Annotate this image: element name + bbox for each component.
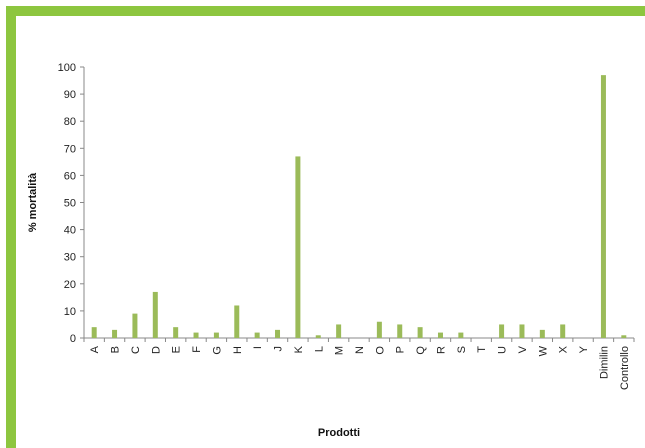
frame-left-border: [6, 6, 16, 448]
x-tick-label: I: [252, 346, 264, 349]
bar: [600, 75, 606, 338]
x-tick-label: B: [110, 346, 122, 353]
bar: [336, 324, 342, 338]
bar: [91, 327, 97, 338]
x-tick-label: N: [354, 346, 366, 354]
x-tick-label: L: [313, 346, 325, 352]
x-tick-label: J: [273, 346, 285, 352]
bar: [112, 329, 118, 338]
x-tick-label: C: [130, 346, 142, 354]
y-tick-label: 50: [64, 198, 76, 210]
x-tick-label: S: [456, 346, 468, 353]
bar: [234, 305, 240, 338]
x-tick-label: Y: [578, 345, 590, 353]
x-tick-label: T: [476, 346, 488, 353]
bar: [499, 324, 505, 338]
y-tick-label: 90: [64, 89, 76, 101]
bar: [193, 332, 199, 338]
y-tick-label: 40: [64, 225, 76, 237]
x-tick-label: W: [537, 345, 549, 356]
bar: [295, 156, 301, 338]
frame-top-border: [6, 6, 645, 16]
x-tick-label: F: [191, 346, 203, 353]
bar: [560, 324, 566, 338]
y-tick-label: 60: [64, 170, 76, 182]
y-tick-label: 30: [64, 252, 76, 264]
x-tick-label: Controllo: [619, 346, 631, 390]
bar: [621, 335, 627, 338]
bar: [275, 329, 281, 338]
x-tick-label: G: [211, 346, 223, 355]
bar: [213, 332, 219, 338]
x-tick-label: A: [89, 345, 101, 353]
bar: [437, 332, 443, 338]
x-tick-label: K: [293, 345, 305, 353]
y-tick-label: 20: [64, 279, 76, 291]
x-tick-label: D: [150, 346, 162, 354]
x-tick-label: Q: [415, 346, 427, 355]
bar: [376, 321, 382, 338]
x-tick-label: Dimilin: [598, 346, 610, 379]
y-tick-label: 70: [64, 143, 76, 155]
bar: [315, 335, 321, 338]
bar: [519, 324, 525, 338]
bar: [132, 313, 138, 338]
y-tick-label: 80: [64, 116, 76, 128]
x-axis-title: Prodotti: [318, 427, 360, 439]
x-tick-label: O: [374, 346, 386, 355]
x-tick-label: P: [395, 346, 407, 353]
bar: [417, 327, 423, 338]
y-tick-label: 100: [58, 62, 76, 74]
bar: [539, 329, 545, 338]
x-tick-label: H: [232, 346, 244, 354]
x-tick-label: M: [334, 346, 346, 355]
bar: [254, 332, 260, 338]
y-axis-title: % mortalità: [27, 172, 39, 232]
x-tick-label: V: [517, 345, 529, 353]
bar: [458, 332, 464, 338]
y-tick-label: 0: [70, 333, 76, 345]
x-tick-label: U: [497, 346, 509, 354]
bar: [173, 327, 179, 338]
y-tick-label: 10: [64, 306, 76, 318]
x-tick-label: R: [435, 346, 447, 354]
bar: [397, 324, 403, 338]
x-tick-label: X: [558, 345, 570, 353]
x-tick-label: E: [171, 346, 183, 353]
bar: [152, 291, 158, 338]
